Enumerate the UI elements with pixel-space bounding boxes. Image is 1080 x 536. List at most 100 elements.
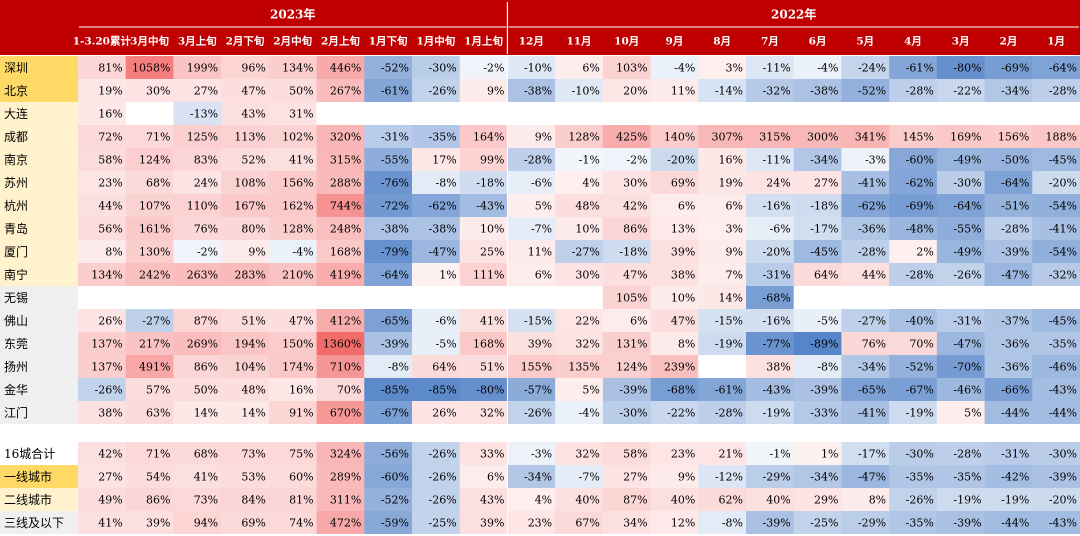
cell-7-19 bbox=[984, 217, 1033, 240]
cell-18-17 bbox=[889, 488, 938, 511]
cell-label-13-7: 64% bbox=[432, 361, 456, 374]
cell-label-19-7: -25% bbox=[429, 517, 457, 530]
cell-label-15-13: -28% bbox=[715, 407, 743, 420]
cell-13-12 bbox=[650, 355, 699, 378]
cell-label-3-18: 169% bbox=[950, 131, 981, 144]
cell-label-18-8: 43% bbox=[480, 494, 504, 507]
cell-2-18 bbox=[936, 102, 985, 125]
cell-label-9-11: 47% bbox=[623, 269, 647, 282]
cell-label-0-14: -11% bbox=[763, 62, 791, 75]
cell-1-7 bbox=[412, 79, 461, 102]
cell-label-12-0: 137% bbox=[91, 338, 122, 351]
cell-label-7-2: 76% bbox=[194, 223, 218, 236]
cell-8-13 bbox=[698, 240, 747, 263]
cell-label-17-19: -42% bbox=[1001, 471, 1029, 484]
cell-label-6-11: 42% bbox=[623, 200, 647, 213]
row-label-0: 深圳 bbox=[4, 61, 28, 75]
cell-label-0-18: -80% bbox=[953, 62, 981, 75]
cell-2-20 bbox=[1032, 102, 1080, 125]
cell-18-10 bbox=[555, 488, 604, 511]
cell-15-16 bbox=[841, 401, 890, 424]
cell-16-13 bbox=[698, 442, 747, 465]
cell-19-16 bbox=[841, 511, 890, 534]
row-label-10: 无锡 bbox=[4, 290, 28, 305]
column-header-9: 12月 bbox=[519, 36, 544, 48]
cell-label-3-12: 140% bbox=[664, 131, 695, 144]
column-header-14: 7月 bbox=[761, 36, 779, 48]
cell-16-11 bbox=[602, 442, 651, 465]
cell-label-9-9: 6% bbox=[535, 269, 552, 282]
cell-17-13 bbox=[698, 465, 747, 488]
cell-label-13-20: -46% bbox=[1049, 361, 1077, 374]
cell-4-15 bbox=[793, 148, 842, 171]
cell-10-1 bbox=[125, 286, 174, 309]
cell-label-6-20: -54% bbox=[1049, 200, 1077, 213]
cell-label-11-15: -5% bbox=[817, 315, 838, 328]
cell-label-19-0: 41% bbox=[98, 517, 122, 530]
cell-12-2 bbox=[173, 332, 222, 355]
cell-label-16-5: 324% bbox=[330, 448, 361, 461]
cell-15-8 bbox=[459, 401, 508, 424]
cell-9-17 bbox=[889, 263, 938, 286]
cell-2-11 bbox=[602, 102, 651, 125]
cell-19-14 bbox=[746, 511, 795, 534]
cell-0-20 bbox=[1032, 56, 1080, 79]
cell-8-7 bbox=[412, 240, 461, 263]
cell-15-10 bbox=[555, 401, 604, 424]
column-header-2: 3月上旬 bbox=[178, 35, 217, 48]
cell-4-11 bbox=[602, 148, 651, 171]
cell-label-1-9: -38% bbox=[524, 85, 552, 98]
cell-2-8 bbox=[459, 102, 508, 125]
cell-label-16-6: -56% bbox=[381, 448, 409, 461]
cell-12-18 bbox=[936, 332, 985, 355]
column-header-15: 6月 bbox=[809, 36, 827, 48]
cell-label-3-9: 9% bbox=[535, 131, 552, 144]
cell-label-6-14: -16% bbox=[763, 200, 791, 213]
cell-label-8-8: 25% bbox=[480, 246, 504, 259]
cell-label-8-7: -47% bbox=[429, 246, 457, 259]
cell-9-13 bbox=[698, 263, 747, 286]
cell-6-2 bbox=[173, 194, 222, 217]
cell-label-15-14: -19% bbox=[763, 407, 791, 420]
cell-label-13-0: 137% bbox=[91, 361, 122, 374]
cell-19-2 bbox=[173, 511, 222, 534]
cell-label-13-18: -70% bbox=[953, 361, 981, 374]
cell-label-17-20: -39% bbox=[1049, 471, 1077, 484]
cell-17-7 bbox=[412, 465, 461, 488]
cell-17-1 bbox=[125, 465, 174, 488]
cell-label-4-1: 124% bbox=[139, 154, 170, 167]
cell-label-14-13: -61% bbox=[715, 384, 743, 397]
cell-label-19-17: -35% bbox=[906, 517, 934, 530]
cell-label-11-20: -45% bbox=[1049, 315, 1077, 328]
cell-label-19-2: 94% bbox=[194, 517, 218, 530]
cell-label-4-17: -60% bbox=[906, 154, 934, 167]
cell-label-11-14: -16% bbox=[763, 315, 791, 328]
cell-label-18-19: -19% bbox=[1001, 494, 1029, 507]
cell-label-18-9: 4% bbox=[535, 494, 552, 507]
cell-label-9-4: 210% bbox=[282, 269, 313, 282]
cell-6-12 bbox=[650, 194, 699, 217]
cell-15-20 bbox=[1032, 401, 1080, 424]
cell-label-17-6: -60% bbox=[381, 471, 409, 484]
cell-18-8 bbox=[459, 488, 508, 511]
cell-label-0-13: 3% bbox=[726, 62, 743, 75]
row-label-bg-4 bbox=[0, 148, 78, 171]
cell-label-14-16: -65% bbox=[858, 384, 886, 397]
cell-label-0-11: 103% bbox=[616, 62, 647, 75]
cell-label-8-12: 39% bbox=[671, 246, 695, 259]
cell-17-0 bbox=[78, 465, 127, 488]
year-group-label-1: 2022年 bbox=[771, 7, 816, 22]
cell-label-7-17: -48% bbox=[906, 223, 934, 236]
cell-5-1 bbox=[125, 171, 174, 194]
cell-9-8 bbox=[459, 263, 508, 286]
cell-label-15-11: -30% bbox=[619, 407, 647, 420]
cell-10-17 bbox=[889, 286, 938, 309]
cell-label-1-6: -61% bbox=[381, 85, 409, 98]
cell-label-9-15: 64% bbox=[814, 269, 838, 282]
cell-9-20 bbox=[1032, 263, 1080, 286]
cell-13-4 bbox=[268, 355, 317, 378]
cell-10-15 bbox=[793, 286, 842, 309]
cell-label-19-9: 23% bbox=[528, 517, 552, 530]
cell-18-1 bbox=[125, 488, 174, 511]
cell-label-14-8: -80% bbox=[476, 384, 504, 397]
